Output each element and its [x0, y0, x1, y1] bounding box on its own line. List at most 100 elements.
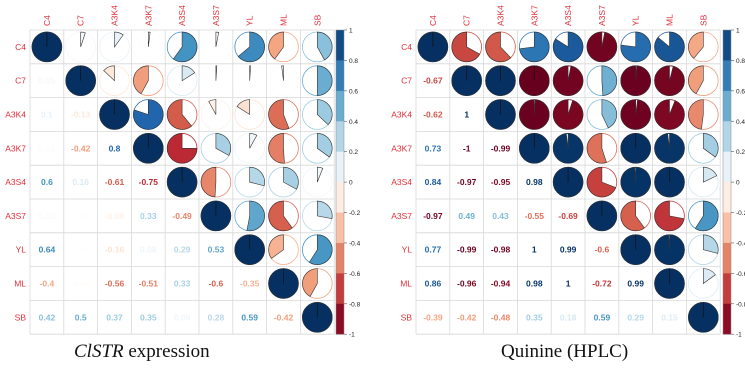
correlation-value: 0.6 — [41, 177, 53, 187]
panel-caption-clstr-expression: ClSTR expression — [74, 341, 210, 362]
correlation-value: 0.84 — [425, 177, 442, 187]
correlation-panel-quinine-hplc: C4 C4 C7 C7 A3K4 A3K4 A3K7 A3K7 A3S4 A3S4 A3S7 A3S7… — [391, 5, 745, 339]
pie-slice — [215, 133, 232, 156]
correlation-value: 0.99 — [560, 245, 577, 255]
correlation-value: -0.16 — [105, 245, 125, 255]
colorbar-tick-label: -0.4 — [349, 240, 361, 247]
pie-slice — [215, 31, 220, 47]
pie-slice — [317, 65, 333, 96]
correlation-value: -0.02 — [71, 279, 91, 289]
correlation-value: -0.6 — [595, 245, 610, 255]
colorbar-tick-label: -0.8 — [349, 301, 361, 308]
pie-slice — [236, 99, 250, 116]
correlation-value: -0.42 — [71, 143, 91, 153]
correlation-value: 0.35 — [140, 312, 157, 322]
colorbar-tick-label: 0.4 — [349, 119, 358, 126]
pie-slice — [268, 31, 284, 60]
pie-slice — [620, 65, 651, 96]
correlation-value: -0.69 — [558, 211, 578, 221]
colorbar-segment — [336, 151, 344, 183]
pie-slice — [268, 99, 290, 130]
colorbar-tick-label: -0.8 — [736, 301, 745, 308]
pie-slice — [703, 268, 716, 285]
correlation-value: -0.99 — [491, 143, 511, 153]
pie-slice — [620, 31, 651, 63]
pie-slice — [485, 31, 512, 63]
pie-slice — [166, 99, 193, 130]
correlation-value: 0.98 — [526, 279, 543, 289]
correlation-value: 0.33 — [140, 211, 157, 221]
pie-slice — [114, 31, 124, 48]
correlation-value: -0.99 — [457, 245, 477, 255]
pie-slice — [586, 133, 607, 164]
correlation-value: -0.51 — [139, 279, 159, 289]
pie-slice — [268, 234, 284, 259]
correlation-value: 0.53 — [208, 245, 225, 255]
correlation-value: 0.98 — [526, 177, 543, 187]
pie-slice — [208, 99, 217, 115]
correlation-value: -0.97 — [423, 211, 443, 221]
correlation-value: 0.01 — [72, 245, 89, 255]
correlation-value: 0.18 — [560, 312, 577, 322]
pie-slice — [103, 65, 115, 82]
column-label-c4: C4 — [42, 15, 52, 26]
column-label-c4: C4 — [428, 15, 438, 26]
pie-slice — [519, 99, 550, 130]
colorbar-tick-label: 0.2 — [736, 149, 745, 156]
correlation-value: -0.72 — [592, 279, 612, 289]
pie-slice — [317, 133, 333, 158]
pie-slice — [620, 166, 651, 198]
pie-slice — [601, 99, 618, 129]
correlation-value: -0.62 — [423, 110, 443, 120]
pie-slice — [620, 99, 651, 130]
correlation-value: -0.96 — [457, 279, 477, 289]
correlation-value: -0.49 — [172, 211, 192, 221]
colorbar-tick-label: 0 — [349, 180, 353, 187]
pie-slice — [133, 65, 149, 95]
pie-slice — [688, 65, 704, 95]
pie-slice — [654, 65, 685, 96]
pie-slice — [694, 200, 719, 232]
cell-grid — [415, 29, 721, 335]
pie-slice — [552, 99, 584, 130]
colorbar-segment — [723, 90, 731, 122]
row-label-a3s7: A3S7 — [391, 211, 412, 221]
correlation-value: -0.6 — [209, 279, 224, 289]
pie-slice — [249, 65, 251, 81]
pie-slice — [601, 65, 618, 96]
column-label-a3k7: A3K7 — [143, 5, 153, 26]
correlation-value: 0.28 — [208, 312, 225, 322]
colorbar-segment — [723, 60, 731, 92]
pie-slice — [451, 31, 481, 63]
pie-slice — [654, 133, 685, 164]
colorbar-segment — [723, 121, 731, 153]
pie-slice — [654, 234, 685, 265]
colorbar-segment — [336, 303, 344, 335]
colorbar-tick-label: 0.2 — [349, 149, 358, 156]
pie-slice — [703, 234, 719, 254]
correlation-value: 0.49 — [458, 211, 475, 221]
correlation-value: -0.39 — [423, 312, 443, 322]
pie-slice — [654, 200, 685, 232]
correlation-value: 0.64 — [39, 245, 56, 255]
colorbar-segment — [723, 242, 731, 274]
colorbar-tick-label: 0.4 — [736, 119, 745, 126]
pie-slice — [703, 133, 719, 158]
colorbar-segment — [723, 303, 731, 335]
row-label-ml: ML — [400, 279, 412, 289]
row-label-c7: C7 — [401, 76, 412, 86]
row-label-a3k7: A3K7 — [391, 143, 412, 153]
row-label-sb: SB — [15, 312, 27, 322]
pie-slice — [249, 166, 265, 187]
row-label-a3k4: A3K4 — [391, 110, 412, 120]
correlation-value: 0.42 — [39, 312, 56, 322]
colorbar-segment — [336, 212, 344, 244]
colorbar: 1 0.8 0.6 0.4 0.2 0 -0.2 -0.4 -0.6 -0.8 -1 — [722, 28, 745, 339]
correlation-value: 0.33 — [174, 279, 191, 289]
colorbar-segment — [336, 30, 344, 61]
pie-slice — [237, 31, 265, 63]
colorbar-tick-label: 0.8 — [736, 58, 745, 65]
pie-slice — [552, 133, 584, 164]
correlation-value: -0.94 — [491, 279, 511, 289]
colorbar-segment — [723, 30, 731, 61]
